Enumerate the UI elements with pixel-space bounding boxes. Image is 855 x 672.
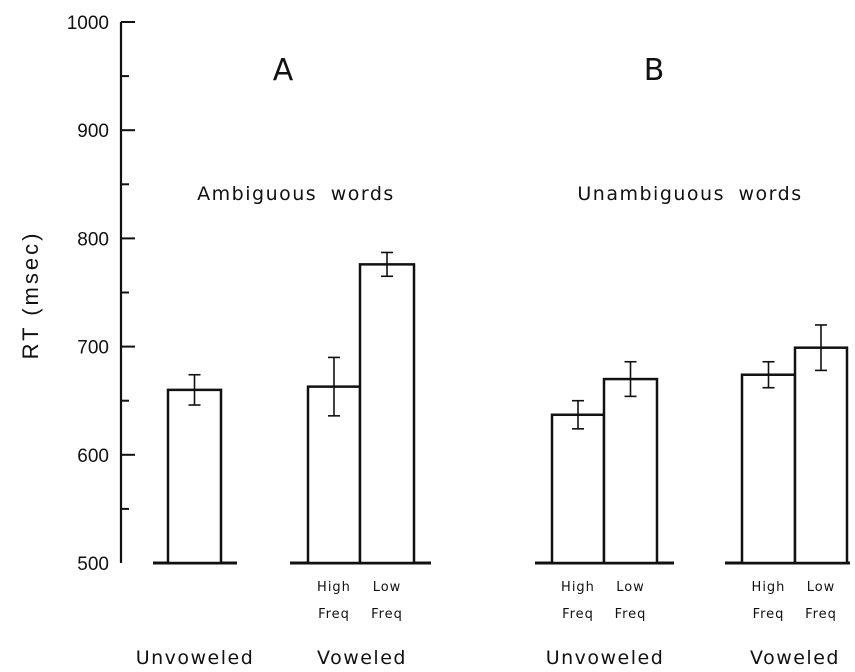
panel-subtitle: Unambiguous words (577, 183, 802, 205)
bar-label: Low (616, 580, 645, 595)
annotations: A Ambiguous words Unvoweled Voweled High Freq… (136, 53, 840, 669)
bar (358, 263, 416, 565)
bar (166, 388, 223, 565)
bar-label: High (317, 580, 351, 595)
bar-label-sub: Freq (562, 607, 594, 622)
panel-letter: B (644, 53, 665, 88)
bar-label: High (752, 580, 786, 595)
y-tick-label: 800 (77, 229, 109, 250)
bar (740, 373, 797, 565)
bar-label-sub: Freq (805, 607, 837, 622)
panel-letter: A (273, 53, 294, 88)
y-tick-label: 700 (77, 338, 109, 359)
bar (602, 377, 659, 565)
y-tick-label: 900 (77, 121, 109, 142)
y-axis-ticks: 500 600 700 800 900 1000 (67, 13, 135, 575)
bar-label-sub: Freq (318, 607, 350, 622)
bar (793, 346, 849, 565)
y-tick-label: 1000 (67, 13, 109, 34)
group-label: Unvoweled (136, 647, 255, 669)
group-label: Voweled (317, 647, 407, 669)
bar-label: Low (807, 580, 836, 595)
bar (550, 413, 606, 565)
bar-label-sub: Freq (615, 607, 647, 622)
panel-subtitle: Ambiguous words (197, 183, 395, 205)
group-label: Voweled (750, 647, 840, 669)
bar-label-sub: Freq (753, 607, 785, 622)
group-label: Unvoweled (546, 647, 665, 669)
bar-label-sub: Freq (371, 607, 403, 622)
bar-label: High (561, 580, 595, 595)
bar-label: Low (373, 580, 402, 595)
y-tick-label: 500 (77, 554, 109, 575)
y-tick-label: 600 (77, 446, 109, 467)
y-axis-title: RT (msec) (18, 231, 43, 360)
bars (153, 251, 850, 565)
